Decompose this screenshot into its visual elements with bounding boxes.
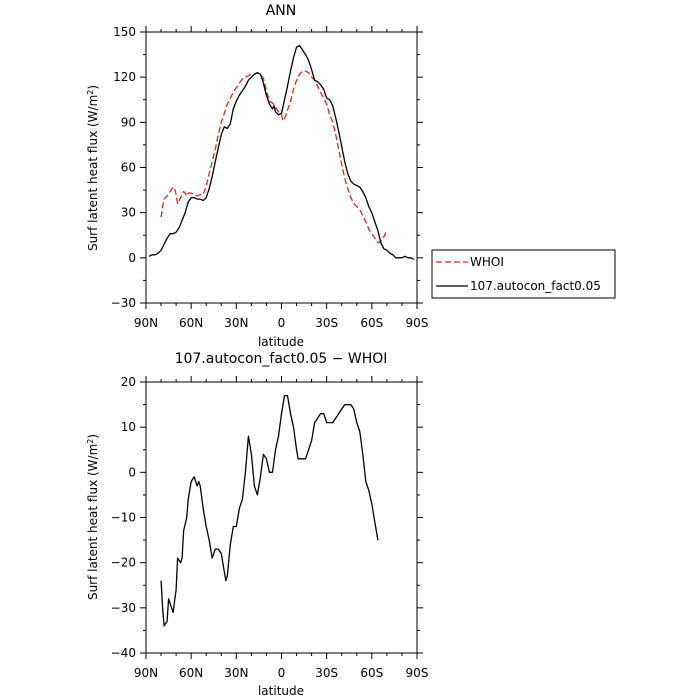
y-tick-label-top: 150 xyxy=(113,25,136,39)
y-tick-label-top: 90 xyxy=(121,115,136,129)
legend-box xyxy=(431,249,616,299)
legend-label: WHOI xyxy=(470,255,504,269)
y-tick-label-top: −30 xyxy=(111,296,136,310)
x-axis-label-top: latitude xyxy=(258,335,304,349)
plot-area-bottom: 90N 60N 30N 0 30S 60S 90S −40 −30 −20 −10 0 10 20 xyxy=(111,375,429,680)
x-tick-label-top: 90N xyxy=(134,316,158,330)
panel-bottom: 107.autocon_fact0.05 − WHOI 90N 60N 30N 0 30… xyxy=(86,351,428,698)
panel-top: ANN 90N 60N 30N 0 30S 60S 90S−300306090120150 … xyxy=(86,3,616,349)
series-line-whoi xyxy=(160,70,388,244)
x-axis-label-bottom: latitude xyxy=(258,684,304,698)
plot-area-top: 90N 60N 30N 0 30S 60S 90S −30 0 30 60 90 120 150 xyxy=(111,25,429,330)
y-tick-label-bottom: 20 xyxy=(121,375,136,389)
y-tick-label-top: 0 xyxy=(128,251,136,265)
legend-label: 107.autocon_fact0.05 xyxy=(470,279,601,293)
y-axis-label-bottom: Surf latent heat flux (W/m2) xyxy=(86,434,100,600)
x-tick-label-top: 0 xyxy=(278,316,286,330)
y-axis-label-top: Surf latent heat flux (W/m2) xyxy=(86,85,100,251)
y-tick-label-top: 30 xyxy=(121,206,136,220)
y-tick-label-bottom: 10 xyxy=(121,420,136,434)
legend: WHOI 107.autocon_fact0.05 xyxy=(431,249,616,299)
y-tick-label-top: 60 xyxy=(121,161,136,175)
series-line-107-autocon-fact0-05 xyxy=(148,44,415,260)
x-tick-label-top: 30N xyxy=(224,316,248,330)
x-tick-label-bottom: 30N xyxy=(224,666,248,680)
x-tick-label-top: 30S xyxy=(315,316,338,330)
y-tick-label-bottom: 0 xyxy=(128,465,136,479)
x-tick-label-top: 60N xyxy=(179,316,203,330)
x-tick-label-bottom: 60N xyxy=(179,666,203,680)
chart-title-top: ANN xyxy=(266,3,297,19)
chart-title-bottom: 107.autocon_fact0.05 − WHOI xyxy=(175,351,388,367)
x-tick-label-top: 60S xyxy=(360,316,383,330)
y-tick-label-bottom: −10 xyxy=(111,511,136,525)
x-tick-label-bottom: 30S xyxy=(315,666,338,680)
x-tick-label-top: 90S xyxy=(406,316,429,330)
x-tick-label-bottom: 60S xyxy=(360,666,383,680)
series-line-difference xyxy=(160,394,379,627)
y-tick-label-bottom: −40 xyxy=(111,646,136,660)
y-tick-label-bottom: −20 xyxy=(111,556,136,570)
y-tick-label-bottom: −30 xyxy=(111,601,136,615)
x-tick-label-bottom: 90S xyxy=(406,666,429,680)
x-tick-label-bottom: 0 xyxy=(278,666,286,680)
y-tick-label-top: 120 xyxy=(113,70,136,84)
x-tick-label-bottom: 90N xyxy=(134,666,158,680)
